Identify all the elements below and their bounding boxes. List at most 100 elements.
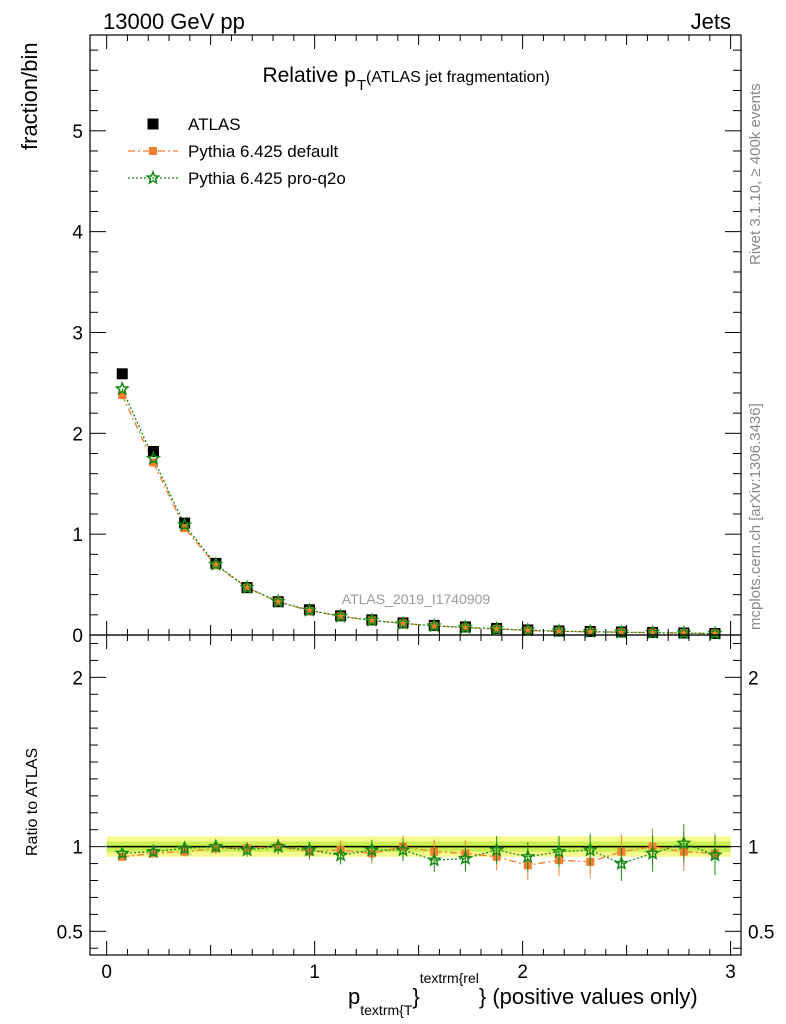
top-point-s1-15 <box>586 627 595 636</box>
top-point-s2-19 <box>707 625 723 641</box>
ratio-point-s1-9 <box>395 841 411 857</box>
ratio-panel-marks <box>106 824 731 881</box>
x-axis-label-brace: } <box>412 984 419 1009</box>
ratio-ytick-label-right: 1 <box>748 838 759 859</box>
top-point-s2-3 <box>208 556 224 572</box>
ratio-panel: 0.5 0.5 1 1 2 2 0 1 2 3 <box>57 634 774 983</box>
legend-marker-2 <box>145 169 161 185</box>
top-point-s2-11 <box>457 619 474 634</box>
x-axis-label-rest: } (positive values only) <box>479 984 698 1009</box>
top-ytick-label: 4 <box>72 223 83 244</box>
ratio-point-s1-5 <box>270 838 286 854</box>
top-point-s1-9 <box>399 619 408 628</box>
top-ytick-label: 2 <box>72 424 83 445</box>
plot-title-main: Relative p <box>262 64 355 87</box>
top-point-s2-0 <box>114 380 130 396</box>
ratio-ytick-label-left: 2 <box>72 668 83 689</box>
legend-marker-1 <box>149 147 157 155</box>
x-axis-label: ptextrm{T}textrm{rel} (positive values o… <box>348 970 698 1018</box>
x-tick-label: 1 <box>309 962 320 983</box>
top-y-axis: 0 1 2 3 4 5 <box>72 49 741 647</box>
top-panel: ATLAS_2019_I1740909 Relative pT (ATLAS j… <box>72 34 742 647</box>
top-point-s2-14 <box>551 623 567 638</box>
top-point-s1-11 <box>461 623 470 632</box>
top-y-axis-label: fraction/bin <box>17 42 42 150</box>
top-point-s2-6 <box>301 602 318 617</box>
top-ytick-label: 0 <box>72 626 83 647</box>
top-point-s1-5 <box>274 597 283 606</box>
top-x-axis <box>106 35 732 635</box>
plot-title: Relative pT <box>262 64 366 94</box>
ratio-point-s1-17 <box>644 845 661 860</box>
ratio-point-s1-0 <box>114 845 130 861</box>
top-point-s2-5 <box>270 593 286 609</box>
ratio-point-s1-18 <box>676 835 692 850</box>
top-point-s1-19 <box>711 629 720 638</box>
ratio-ytick-label-left: 0.5 <box>57 922 83 943</box>
x-axis-label-p: p <box>348 984 360 1009</box>
ratio-point-s1-4 <box>239 841 255 857</box>
ratio-y-axis-label: Ratio to ATLAS <box>24 748 41 856</box>
ratio-point-s1-10 <box>426 852 442 867</box>
ratio-point-s1-19 <box>707 847 723 862</box>
legend: ATLAS Pythia 6.425 default Pythia 6.425 pr… <box>128 115 346 188</box>
ratio-point-s1-8 <box>364 841 380 857</box>
ratio-point-s1-1 <box>145 843 162 859</box>
ratio-ytick-label-right: 0.5 <box>748 922 774 943</box>
legend-label-0: ATLAS <box>188 115 241 134</box>
top-ytick-label: 3 <box>72 323 83 344</box>
legend-marker-0 <box>147 118 159 130</box>
legend-label-1: Pythia 6.425 default <box>188 142 339 161</box>
ratio-point-s1-15 <box>582 841 598 857</box>
ratio-point-s1-14 <box>551 843 567 859</box>
ratio-point-s1-13 <box>520 848 536 864</box>
ratio-line-0 <box>122 845 716 866</box>
top-point-s2-4 <box>239 579 255 595</box>
top-point-s1-8 <box>367 616 376 625</box>
analysis-watermark: ATLAS_2019_I1740909 <box>342 591 491 607</box>
ratio-point-s1-6 <box>301 841 318 857</box>
top-point-s2-7 <box>332 608 349 623</box>
top-point-s2-1 <box>145 450 162 466</box>
header-process: Jets <box>691 9 731 34</box>
series-line-1 <box>121 394 716 635</box>
plot-title-extra: (ATLAS jet fragmentation) <box>366 69 550 86</box>
ratio-panel-frame <box>89 634 742 956</box>
top-point-s1-1 <box>149 458 158 467</box>
top-point-s1-12 <box>492 624 501 633</box>
x-axis-label-sup: textrm{rel <box>420 970 479 986</box>
top-point-s1-4 <box>243 583 252 592</box>
top-point-s0-0 <box>116 368 128 380</box>
top-point-s1-0 <box>118 391 127 399</box>
x-tick-label: 3 <box>725 962 736 983</box>
x-tick-label: 0 <box>101 962 112 983</box>
top-ytick-label: 1 <box>72 525 83 546</box>
ratio-ytick-label-right: 2 <box>748 668 759 689</box>
top-point-s1-16 <box>617 628 626 637</box>
top-point-s2-8 <box>364 612 380 627</box>
top-point-s1-6 <box>305 606 314 615</box>
ratio-point-s1-12 <box>488 841 505 857</box>
ratio-point-s1-2 <box>176 840 193 855</box>
ratio-x-axis: 0 1 2 3 <box>101 635 736 983</box>
top-point-s1-17 <box>648 628 657 637</box>
ratio-point-s1-3 <box>208 838 224 854</box>
top-point-s2-2 <box>176 517 193 532</box>
ratio-point-s1-16 <box>613 855 630 871</box>
top-point-s1-3 <box>211 561 220 570</box>
x-tick-label: 2 <box>517 962 528 983</box>
x-axis-label-sub: textrm{T <box>360 1002 413 1018</box>
ratio-point-s1-11 <box>457 850 474 865</box>
top-point-s2-12 <box>489 620 505 636</box>
top-point-s2-10 <box>426 617 442 633</box>
top-point-s1-13 <box>523 626 532 635</box>
header-energy: 13000 GeV pp <box>103 9 245 34</box>
top-point-s2-15 <box>582 623 598 639</box>
ratio-y-axis: 0.5 0.5 1 1 2 2 <box>57 642 774 949</box>
mcplots-label: mcplots.cern.ch [arXiv:1306.3436] <box>747 403 764 630</box>
top-point-s2-13 <box>520 622 536 637</box>
top-point-s1-7 <box>336 612 345 621</box>
top-point-s1-18 <box>679 629 688 638</box>
ratio-ytick-label-left: 1 <box>72 838 83 859</box>
